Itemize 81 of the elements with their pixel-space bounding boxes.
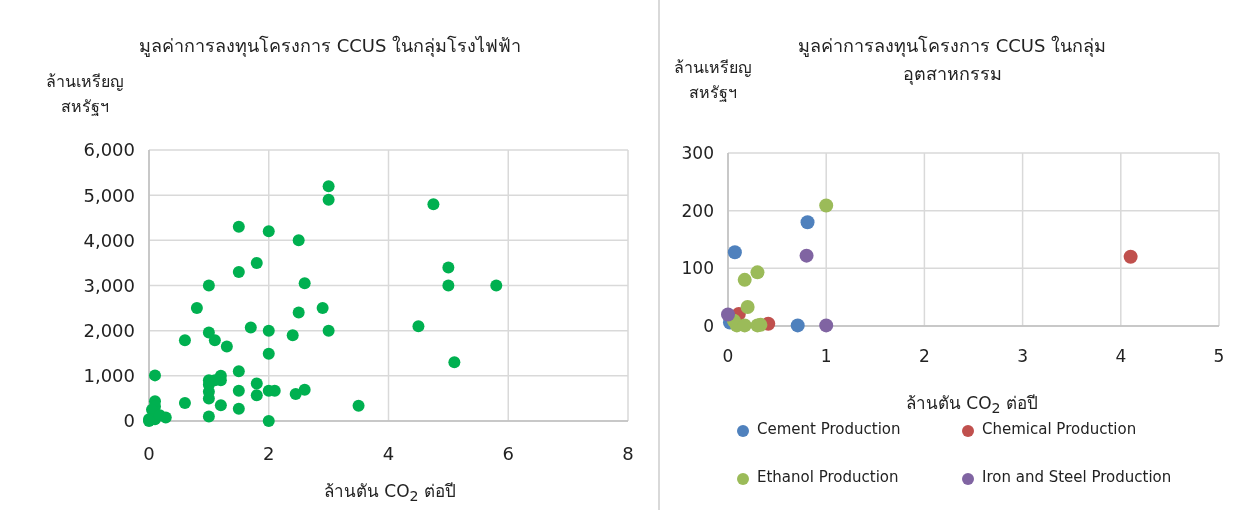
point [1123,249,1138,264]
point [250,256,263,269]
y-tick-label: 100 [681,258,714,279]
point [202,410,215,423]
y-tick-label: 200 [681,200,714,221]
x-tick-label: 2 [918,346,930,366]
point [262,225,275,238]
point [178,334,191,347]
point [220,340,233,353]
point [737,272,752,287]
y-tick-label: 6,000 [83,139,135,161]
point [721,307,735,322]
y-tick-label: 4,000 [83,229,135,251]
point [208,334,221,347]
point [232,384,245,397]
chart-title: มูลค่าการลงทุนโครงการ CCUS ในกลุ่มอุตสาหกรรม [796,34,1108,87]
y-axis-title: ล้านเหรียญสหรัฐฯ [45,71,125,118]
point [790,318,805,333]
point [819,198,834,213]
point [819,318,834,333]
point [740,299,755,314]
point [800,215,815,230]
point [262,347,275,360]
point [292,306,305,319]
x-tick-label: 2 [263,443,275,464]
x-axis-title: ล้านตัน CO$_{2}$ ต่อปี [904,392,1040,419]
point [286,329,299,342]
point [750,265,765,280]
point [727,245,742,260]
legend-label: Chemical Production [982,419,1137,440]
x-tick-label: 8 [622,443,634,464]
x-tick-label: 4 [382,443,395,464]
point [292,234,305,247]
point [427,198,440,211]
point [262,324,275,337]
point [322,324,335,337]
y-tick-label: 2,000 [83,320,135,342]
point [244,321,257,334]
y-tick-label: 300 [681,143,714,164]
y-tick-label: 1,000 [83,365,135,387]
y-tick-label: 0 [703,316,714,337]
point [190,302,203,315]
point [322,180,335,193]
point [232,402,245,415]
x-axis-title: ล้านตัน CO$_{2}$ ต่อปี [322,480,458,507]
point [316,302,329,315]
x-tick-label: 0 [143,443,155,464]
point [232,265,245,278]
y-tick-label: 5,000 [83,184,135,206]
x-tick-label: 4 [1115,346,1127,366]
y-tick-label: 3,000 [83,274,135,296]
point [298,383,311,396]
point [448,356,461,369]
point [322,193,335,206]
point [442,261,455,274]
y-tick-label: 0 [123,410,135,432]
y-axis-title: ล้านเหรียญสหรัฐฯ [673,57,753,104]
point [214,399,227,412]
point [490,279,503,292]
point [232,365,245,378]
legend-label: Cement Production [757,419,901,440]
point [202,279,215,292]
point [232,220,245,233]
point [262,415,275,427]
point [412,320,425,333]
point [799,248,814,263]
x-tick-label: 0 [722,346,734,366]
point [298,277,311,290]
x-tick-label: 5 [1213,346,1225,366]
point [442,279,455,292]
point [178,396,191,409]
point [250,389,263,402]
chart-title: มูลค่าการลงทุนโครงการ CCUS ในกลุ่มโรงไฟฟ้า [137,34,523,59]
x-tick-label: 3 [1017,346,1029,366]
point [148,369,161,382]
point [250,377,263,390]
x-tick-label: 6 [502,443,514,464]
legend-label: Ethanol Production [757,467,899,488]
legend-label: Iron and Steel Production [982,467,1172,488]
point [352,399,365,412]
x-tick-label: 1 [820,346,832,366]
